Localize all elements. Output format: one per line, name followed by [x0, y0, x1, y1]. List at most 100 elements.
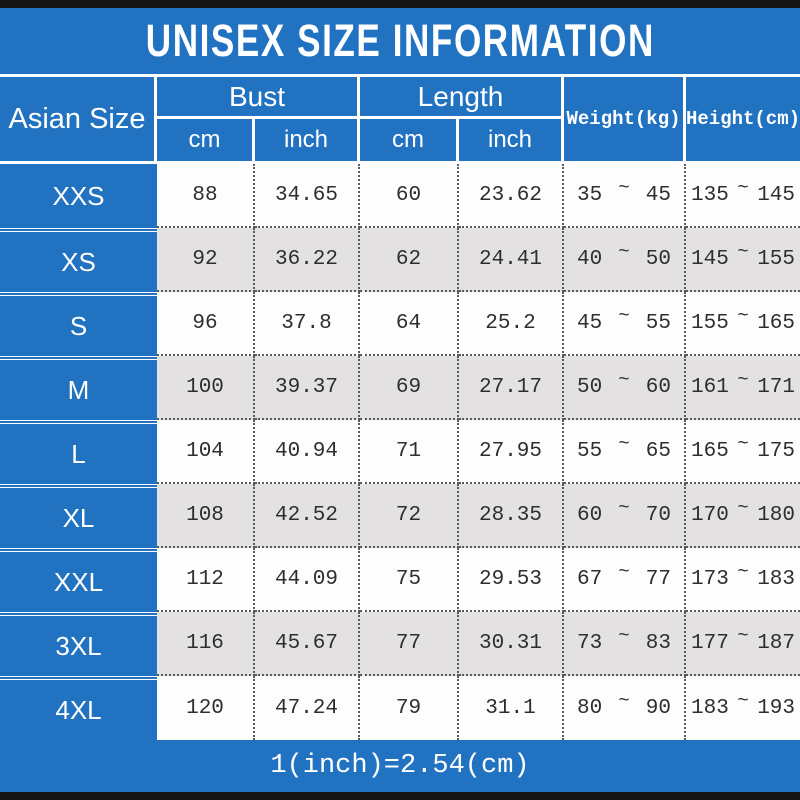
table-row: XL 108 42.52 72 28.35 60 ~70 170 ~180	[0, 484, 800, 548]
weight-range-cell-min: 67	[577, 567, 603, 591]
tilde: ~	[618, 561, 630, 583]
bust-inch-cell: 42.52	[255, 484, 360, 548]
height-range-cell-max: 180	[757, 503, 795, 527]
length-cm-cell: 64	[360, 292, 459, 356]
height-range-cell: 145 ~155	[686, 228, 800, 292]
table-row: S 96 37.8 64 25.2 45 ~55 155 ~165	[0, 292, 800, 356]
weight-range-cell-max: 50	[645, 247, 671, 271]
length-inch-cell: 25.2	[459, 292, 564, 356]
size-cell: S	[0, 292, 157, 356]
height-range-cell: 155 ~165	[686, 292, 800, 356]
weight-range-cell-min: 73	[577, 631, 603, 655]
bust-inch-cell: 44.09	[255, 548, 360, 612]
bust-cm-cell: 120	[157, 676, 255, 740]
height-range-cell: 183 ~193	[686, 676, 800, 740]
top-black-bar	[0, 0, 800, 8]
size-cell: 3XL	[0, 612, 157, 676]
height-range-cell-min: 177	[691, 631, 729, 655]
length-inch-cell: 30.31	[459, 612, 564, 676]
tilde: ~	[737, 177, 749, 199]
tilde: ~	[737, 369, 749, 391]
size-cell: XXL	[0, 548, 157, 612]
tilde: ~	[618, 177, 630, 199]
weight-range-cell-min: 35	[577, 183, 603, 207]
table-row: XXL 112 44.09 75 29.53 67 ~77 173 ~183	[0, 548, 800, 612]
height-range-cell-min: 135	[691, 183, 729, 207]
length-cm-cell: 75	[360, 548, 459, 612]
tilde: ~	[618, 305, 630, 327]
size-cell: 4XL	[0, 676, 157, 740]
weight-range-cell-min: 80	[577, 696, 603, 720]
weight-range-cell-max: 65	[645, 439, 671, 463]
weight-range-cell-min: 50	[577, 375, 603, 399]
tilde: ~	[737, 305, 749, 327]
length-inch-cell: 28.35	[459, 484, 564, 548]
bust-cm-cell: 116	[157, 612, 255, 676]
length-inch-cell: 29.53	[459, 548, 564, 612]
height-range-cell-max: 183	[757, 567, 795, 591]
size-cell: XXS	[0, 164, 157, 228]
length-cm-cell: 62	[360, 228, 459, 292]
height-range-cell-min: 173	[691, 567, 729, 591]
size-cell: M	[0, 356, 157, 420]
header-height-cm: Height(cm)	[686, 77, 800, 161]
length-cm-cell: 77	[360, 612, 459, 676]
bust-inch-cell: 36.22	[255, 228, 360, 292]
weight-range-cell: 50 ~60	[564, 356, 686, 420]
weight-range-cell: 60 ~70	[564, 484, 686, 548]
weight-range-cell-max: 45	[645, 183, 671, 207]
bust-inch-cell: 34.65	[255, 164, 360, 228]
weight-range-cell-max: 77	[645, 567, 671, 591]
weight-range-cell-min: 60	[577, 503, 603, 527]
weight-range-cell-min: 45	[577, 311, 603, 335]
height-range-cell: 165 ~175	[686, 420, 800, 484]
bottom-black-bar	[0, 792, 800, 800]
tilde: ~	[618, 625, 630, 647]
height-range-cell-min: 155	[691, 311, 729, 335]
weight-range-cell-min: 40	[577, 247, 603, 271]
height-range-cell-max: 165	[757, 311, 795, 335]
weight-range-cell-max: 60	[645, 375, 671, 399]
tilde: ~	[618, 497, 630, 519]
height-range-cell-max: 187	[757, 631, 795, 655]
tilde: ~	[737, 433, 749, 455]
bust-cm-cell: 108	[157, 484, 255, 548]
bust-cm-cell: 92	[157, 228, 255, 292]
weight-range-cell: 67 ~77	[564, 548, 686, 612]
header-bust-inch: inch	[255, 119, 360, 161]
size-table-header: Asian Size Bust Length Weight(kg) Height…	[0, 74, 800, 164]
header-asian-size: Asian Size	[0, 77, 157, 161]
weight-range-cell-max: 70	[645, 503, 671, 527]
page-title: UNISEX SIZE INFORMATION	[145, 15, 655, 66]
bust-inch-cell: 47.24	[255, 676, 360, 740]
header-weight-kg: Weight(kg)	[564, 77, 686, 161]
length-inch-cell: 27.17	[459, 356, 564, 420]
height-range-cell-max: 155	[757, 247, 795, 271]
weight-range-cell-max: 55	[645, 311, 671, 335]
height-range-cell-min: 183	[691, 696, 729, 720]
height-range-cell-max: 145	[757, 183, 795, 207]
bust-inch-cell: 40.94	[255, 420, 360, 484]
weight-range-cell: 35 ~45	[564, 164, 686, 228]
tilde: ~	[618, 690, 630, 712]
length-cm-cell: 69	[360, 356, 459, 420]
height-range-cell-min: 161	[691, 375, 729, 399]
bust-cm-cell: 96	[157, 292, 255, 356]
height-range-cell: 170 ~180	[686, 484, 800, 548]
table-row: L 104 40.94 71 27.95 55 ~65 165 ~175	[0, 420, 800, 484]
weight-range-cell-max: 90	[645, 696, 671, 720]
tilde: ~	[618, 241, 630, 263]
height-range-cell-max: 193	[757, 696, 795, 720]
size-cell: L	[0, 420, 157, 484]
length-cm-cell: 72	[360, 484, 459, 548]
height-range-cell-min: 165	[691, 439, 729, 463]
height-range-cell: 161 ~171	[686, 356, 800, 420]
bust-cm-cell: 112	[157, 548, 255, 612]
table-row: XXS 88 34.65 60 23.62 35 ~45 135 ~145	[0, 164, 800, 228]
bust-inch-cell: 37.8	[255, 292, 360, 356]
weight-range-cell: 80 ~90	[564, 676, 686, 740]
title-band: UNISEX SIZE INFORMATION	[0, 8, 800, 74]
length-cm-cell: 60	[360, 164, 459, 228]
length-inch-cell: 23.62	[459, 164, 564, 228]
